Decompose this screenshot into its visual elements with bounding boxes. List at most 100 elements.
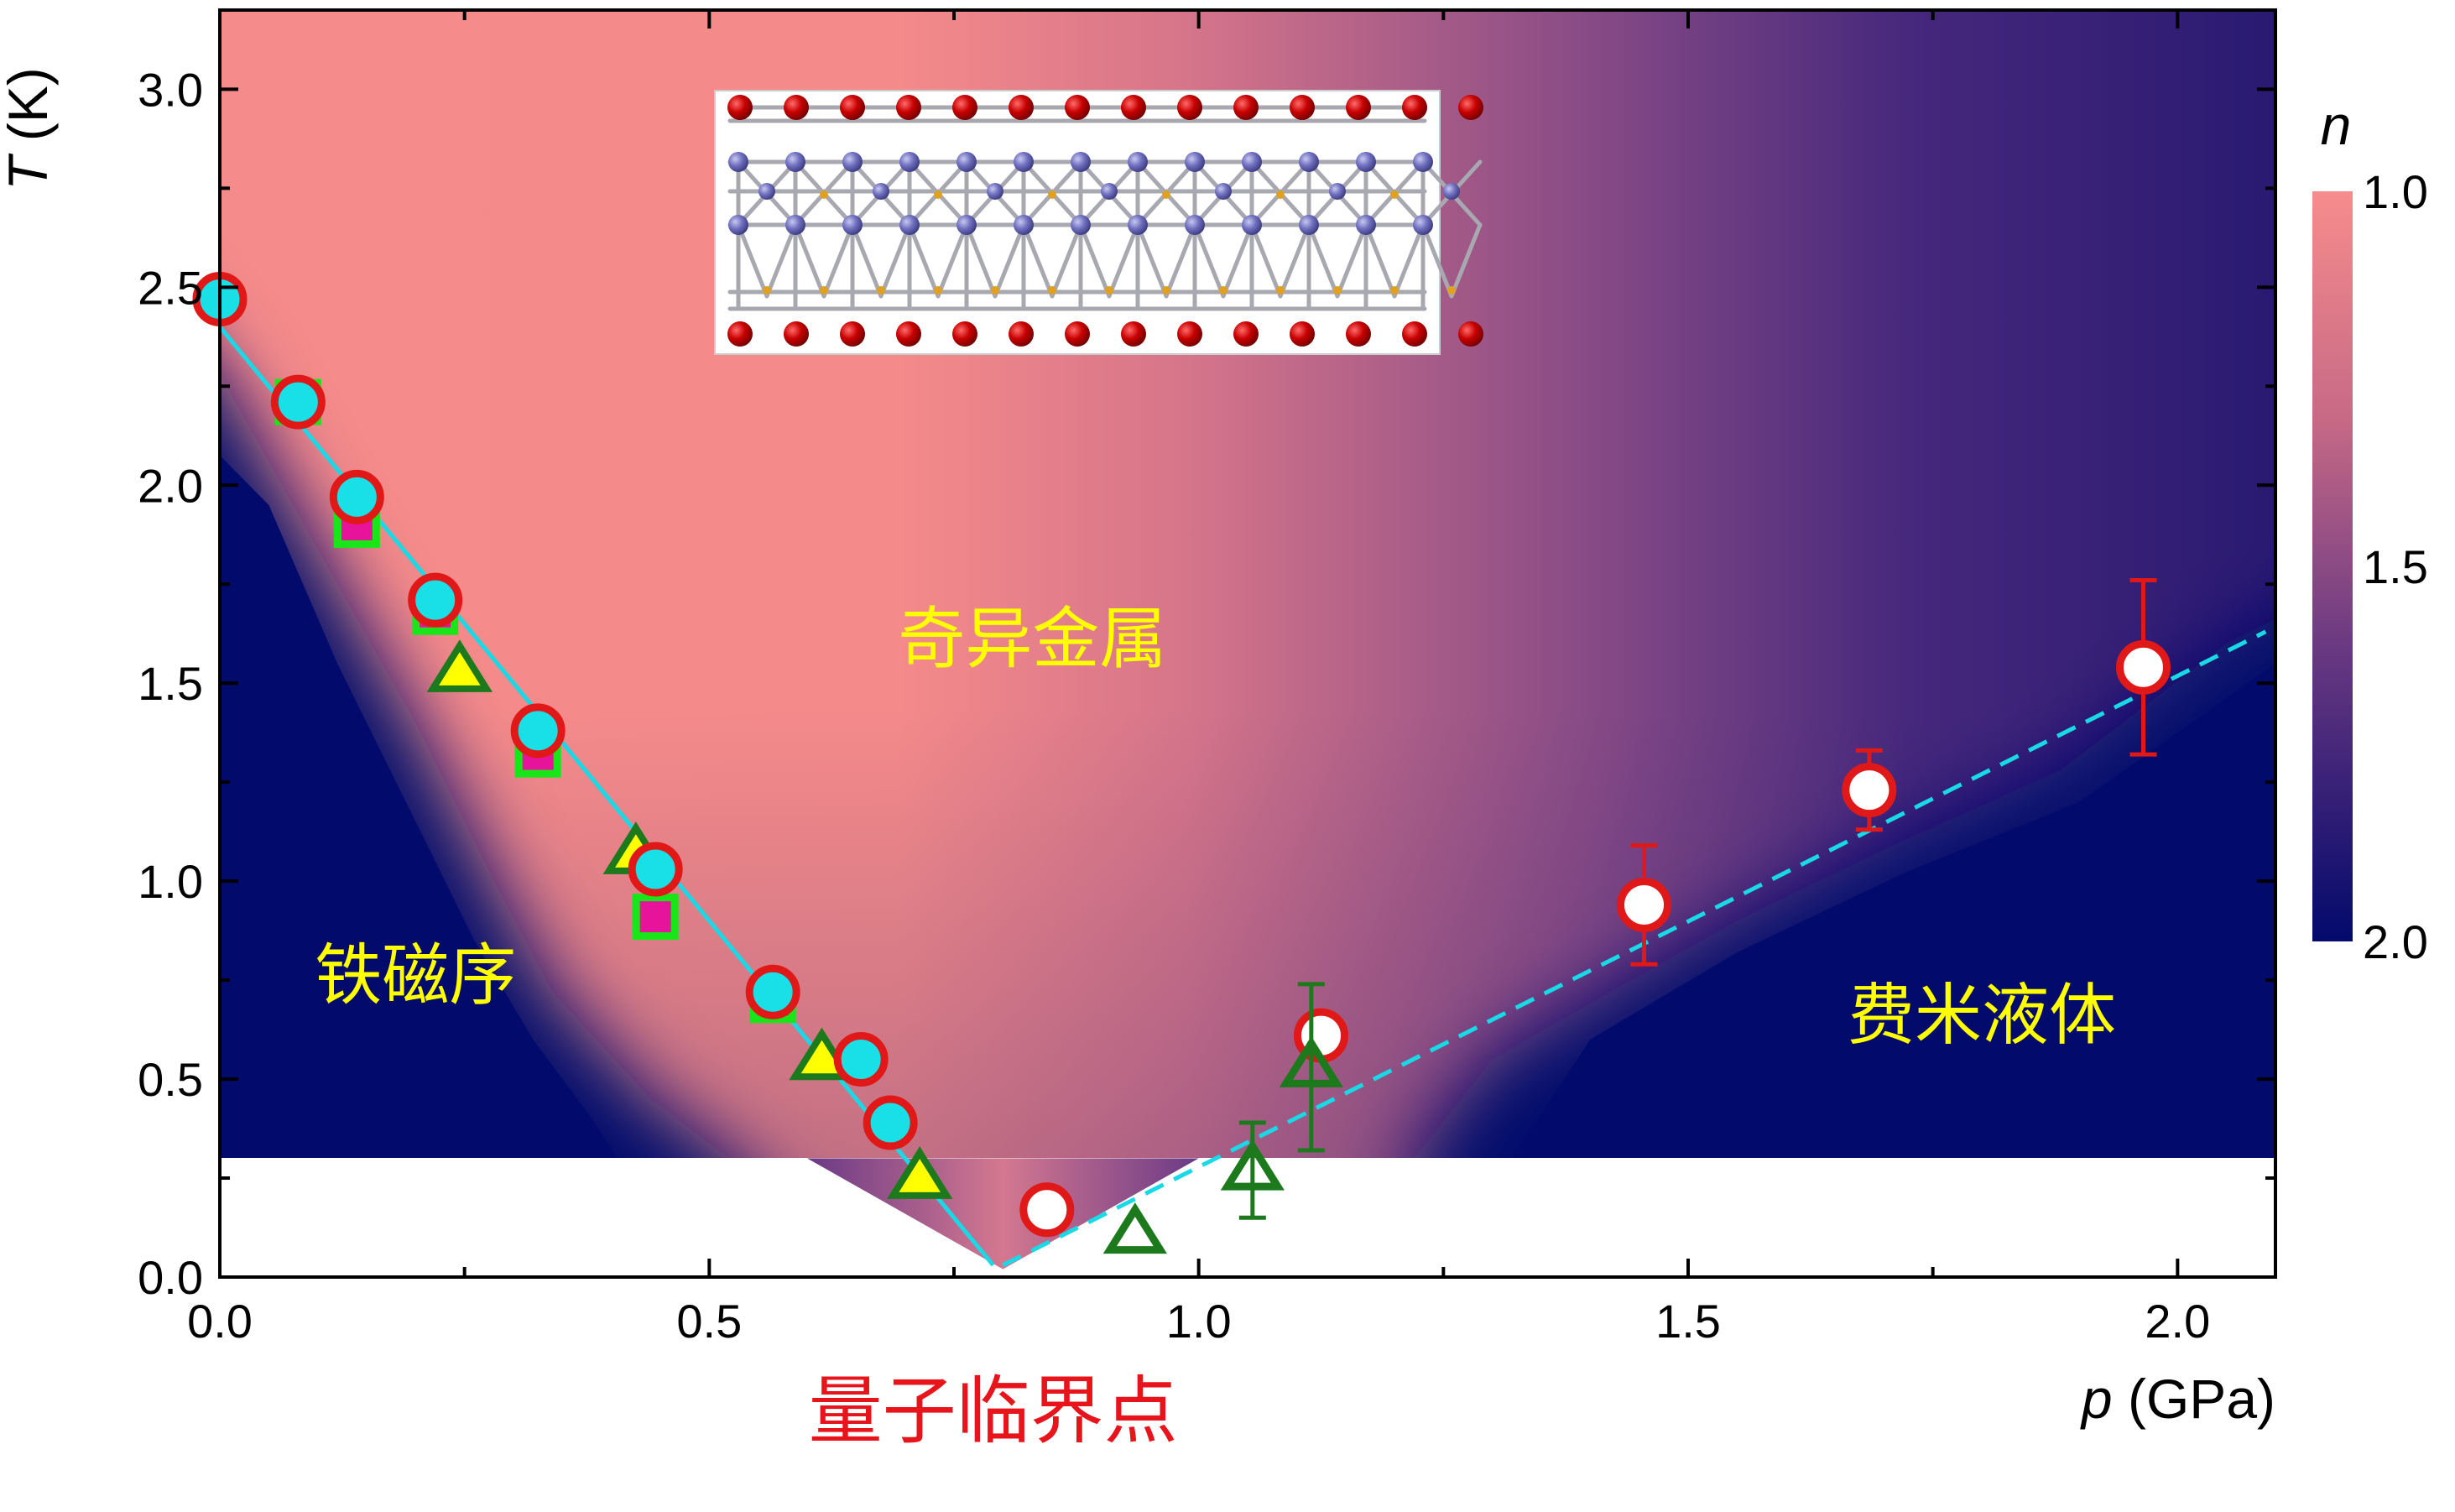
atom-red [840,95,865,120]
atom-blue [1071,152,1091,172]
bond [993,222,1026,299]
atom-blue [873,183,889,200]
series-circle-2 [192,271,918,1150]
atom-blue [785,152,805,172]
data-point-triangle-open [1102,1202,1167,1254]
bond [1449,222,1483,299]
atom-blue [1101,183,1118,200]
atom-small [1162,190,1170,199]
bond [1192,222,1226,299]
x-tick-label: 0.5 [676,1295,742,1348]
bond [964,222,998,299]
data-point-circle [745,964,800,1019]
colorbar-label: n [2321,94,2352,156]
atom-small [1276,190,1285,199]
atom-blue [758,183,775,200]
data-point-circle [833,1031,889,1087]
data-point-circle [1842,763,1897,818]
colorbar-bar [2312,191,2353,941]
atom-blue [728,152,748,172]
atom-small [1048,190,1056,199]
atom-blue [1356,215,1376,235]
atom-small [1390,190,1399,199]
bond [878,222,912,299]
y-tick-label: 1.5 [138,657,203,710]
atom-red [1346,95,1371,120]
atom-red [1233,321,1259,347]
atom-blue [987,183,1003,200]
atom-red [840,321,865,347]
atom-blue [1185,152,1205,172]
atom-blue [1329,183,1346,200]
error-bar [1297,982,1325,1153]
atom-red [784,321,809,347]
atom-blue [842,152,863,172]
data-point-circle [408,572,463,628]
data-point-circle [2116,639,2171,695]
series-circle-3 [1019,578,2171,1238]
x-axis-unit: (GPa) [2113,1368,2275,1430]
data-point-circle [1019,1182,1075,1238]
atom-red [1346,321,1371,347]
atom-red [896,95,921,120]
data-point-circle [628,842,683,897]
data-point-triangle [886,1146,953,1199]
atom-small [763,286,771,295]
atom-small [820,286,828,295]
error-bar [1238,1120,1266,1220]
axis-labels: p (GPa) T (K) 量子临界点 [0,67,2275,1454]
atom-blue [1071,215,1091,235]
bond [821,222,855,299]
atom-red [1009,321,1034,347]
atom-red [952,321,977,347]
bond [764,222,798,299]
bond [936,222,969,299]
atom-blue [842,215,863,235]
atom-red [1121,321,1146,347]
atom-small [1048,286,1056,295]
atom-blue [1413,215,1433,235]
atom-small [1276,286,1285,295]
fit-line-dashed [1002,629,2267,1268]
x-axis-symbol: p [2080,1368,2113,1430]
bond [1164,222,1197,299]
atom-red [784,95,809,120]
bond [907,222,941,299]
atom-red [1458,95,1483,120]
atom-blue [1299,152,1319,172]
atom-blue [1413,152,1433,172]
atom-blue [1014,215,1034,235]
atom-red [1402,95,1427,120]
atom-small [934,286,942,295]
atom-red [727,95,753,120]
y-axis-unit: (K) [0,67,59,156]
series-triangle-open-4 [1102,982,1343,1254]
atom-blue [1128,215,1148,235]
bond [1107,222,1140,299]
bond [1306,222,1340,299]
region-label: 奇异金属 [898,600,1166,678]
y-tick-label: 1.0 [138,855,203,908]
data-point-circle [863,1095,918,1150]
atom-blue [1128,152,1148,172]
region-label: 铁磁序 [315,936,516,1014]
atom-red [1177,95,1202,120]
data-point-triangle-open [1220,1139,1285,1191]
bond [1278,222,1311,299]
bond [793,222,826,299]
axes: 0.0 0.5 1.0 1.5 2.0 0.0 0.5 1.0 1.5 2.0 2.5 3.0 [138,8,2277,1348]
bond [1420,222,1454,299]
bond [1050,222,1083,299]
atom-red [1458,321,1483,347]
y-tick-label: 2.0 [138,459,203,512]
y-tick-label: 3.0 [138,63,203,116]
data-point-circle [329,469,384,524]
x-tick-label: 1.0 [1166,1295,1232,1348]
colorbar: n1.0 1.5 2.0 [2312,94,2428,968]
y-axis-symbol: T [0,153,59,190]
atom-red [1233,95,1259,120]
atom-red [1065,321,1090,347]
atom-blue [899,215,920,235]
atom-small [1105,286,1113,295]
